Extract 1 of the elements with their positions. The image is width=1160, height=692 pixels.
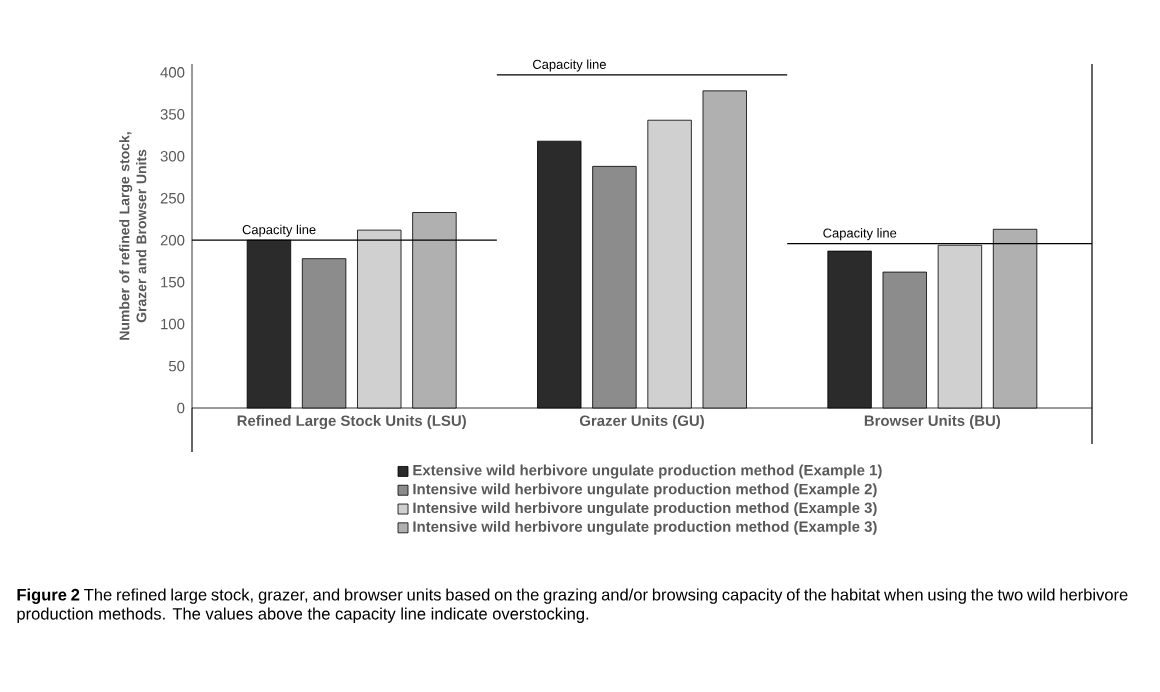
text: Figure 2 The refined large stock, grazer, and browser units based on the grazing and/or browsing capacity of the habitat when using the two wild herbivore production methods. The values above the capacity line indicate overstocking. [17, 588, 1128, 623]
